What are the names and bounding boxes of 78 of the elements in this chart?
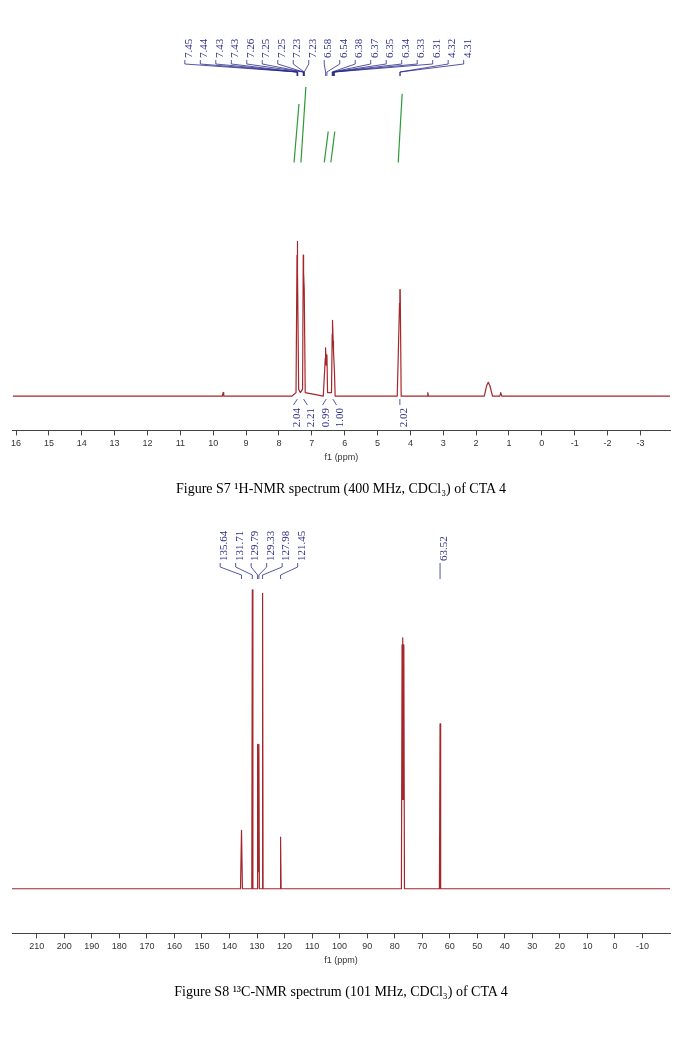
annotation: 6.37	[367, 38, 380, 58]
annotation: 6.33	[414, 38, 427, 58]
x-tick-label: 210	[29, 941, 45, 952]
annotation: 6.34	[398, 38, 411, 58]
text: Figure S8 ¹³C-NMR spectrum (101 MHz, CDCl₃) of CTA 4	[173, 984, 509, 1000]
x-tick-label: 4	[407, 438, 413, 449]
annotation: 6.54	[336, 38, 349, 58]
x-tick-label: -10	[635, 941, 649, 952]
annotation: 7.43	[228, 38, 241, 58]
x-tick-label: 11	[175, 438, 186, 449]
x-tick-label: 110	[304, 941, 320, 952]
x-tick-label: 100	[332, 941, 348, 952]
x-tick-label: 15	[43, 438, 54, 449]
x-tick-label: 0	[612, 941, 618, 952]
x-tick-label: 200	[56, 941, 72, 952]
x-tick-label: 0	[539, 438, 545, 449]
annotation: 7.26	[243, 38, 256, 58]
text: Figure S7 ¹H-NMR spectrum (400 MHz, CDCl₃) of CTA 4	[175, 481, 507, 497]
x-tick-label: 160	[166, 941, 182, 952]
annotation: 1.00	[333, 407, 346, 428]
annotation: 6.35	[383, 38, 396, 58]
x-tick-label: 8	[276, 438, 282, 449]
x-tick-label: 6	[342, 438, 348, 449]
x-tick-label: 120	[277, 941, 293, 952]
x-tick-label: 50	[472, 941, 483, 952]
annotation: 135.64	[217, 530, 230, 561]
annotation: 6.31	[429, 38, 442, 58]
x-tick-label: 14	[76, 438, 87, 449]
x-tick-label: 190	[84, 941, 100, 952]
x-tick-label: -1	[570, 438, 579, 449]
x-tick-label: 3	[440, 438, 446, 449]
x-tick-label: 170	[139, 941, 155, 952]
annotation: 7.45	[181, 38, 194, 58]
x-tick-label: 140	[221, 941, 238, 952]
x-tick-label: 1	[506, 438, 512, 449]
annotation: 121.45	[294, 530, 307, 561]
annotation: 6.38	[352, 38, 365, 58]
x-tick-label: 130	[249, 941, 265, 952]
annotation: 2.04	[290, 407, 303, 428]
annotation: 4.31	[460, 38, 473, 58]
annotation: 129.33	[263, 530, 276, 561]
x-tick-label: 9	[243, 438, 249, 449]
x-tick-label: 30	[527, 941, 538, 952]
annotation: 129.79	[248, 530, 261, 561]
x-tick-label: -2	[603, 438, 612, 449]
annotation: 4.32	[445, 38, 458, 58]
x-tick-label: 180	[111, 941, 127, 952]
x-tick-label: -3	[636, 438, 645, 449]
x-tick-label: 16	[11, 438, 22, 449]
annotation: 7.25	[259, 38, 272, 58]
annotation: 127.98	[279, 530, 292, 561]
x-tick-label: 7	[309, 438, 315, 449]
annotation: 0.99	[319, 407, 332, 428]
x-tick-label: 150	[194, 941, 210, 952]
x-tick-label: 70	[417, 941, 428, 952]
x-axis-title: f1 (ppm)	[324, 955, 358, 966]
x-tick-label: 40	[499, 941, 510, 952]
annotation: 7.23	[305, 38, 318, 58]
annotation: 2.21	[304, 408, 317, 428]
annotation: 7.44	[197, 38, 210, 58]
x-tick-label: 10	[208, 438, 219, 449]
x-tick-label: 13	[109, 438, 120, 449]
annotation: 63.52	[436, 536, 449, 561]
x-tick-label: 10	[582, 941, 593, 952]
annotation: 131.71	[232, 530, 245, 561]
x-tick-label: 20	[554, 941, 565, 952]
x-tick-label: 90	[362, 941, 373, 952]
annotation: 6.58	[321, 38, 334, 58]
x-tick-label: 12	[142, 438, 153, 449]
x-tick-label: 80	[389, 941, 400, 952]
x-axis-title: f1 (ppm)	[324, 452, 359, 463]
annotation: 7.43	[212, 38, 225, 58]
annotation: 7.25	[274, 38, 287, 58]
x-tick-label: 2	[473, 438, 479, 449]
annotation: 2.02	[396, 408, 409, 428]
x-tick-label: 5	[375, 438, 381, 449]
annotation: 7.23	[290, 38, 303, 58]
x-tick-label: 60	[444, 941, 455, 952]
